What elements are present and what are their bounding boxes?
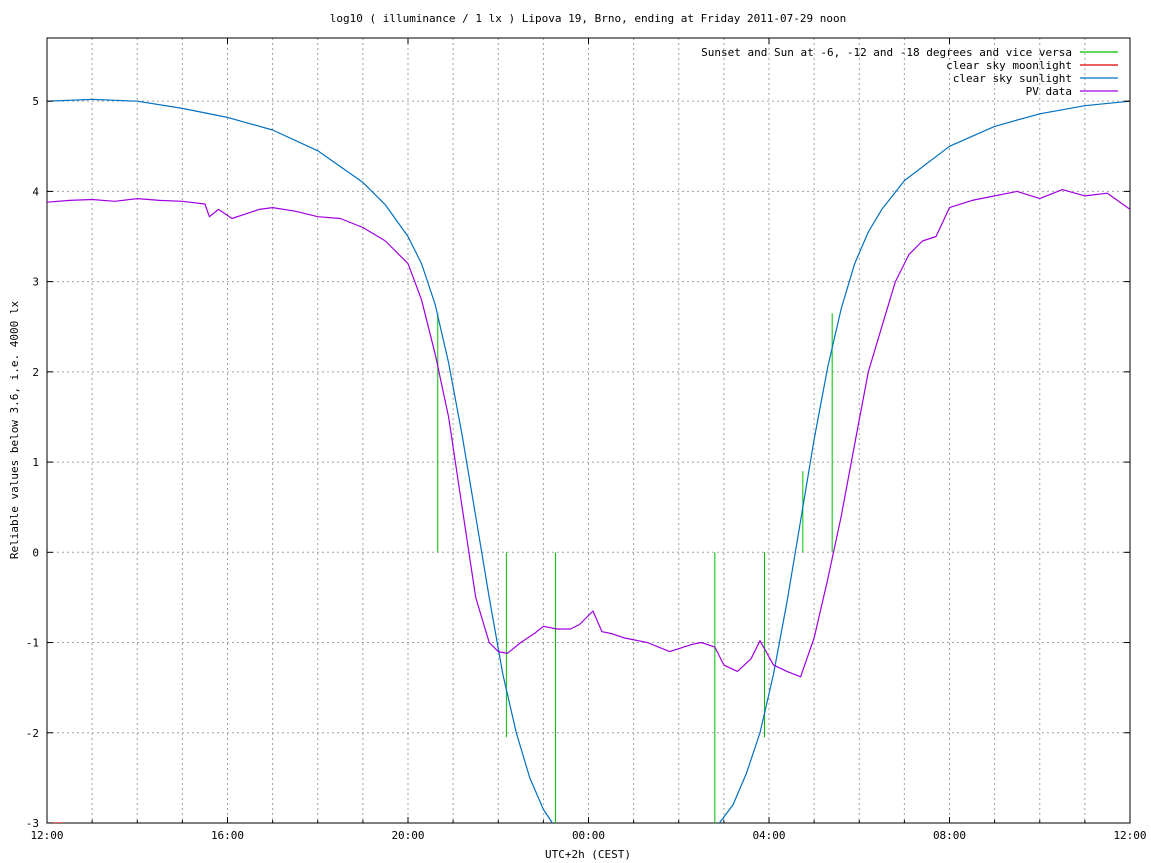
legend-label: clear sky moonlight <box>946 59 1072 72</box>
y-tick-label: -3 <box>26 817 39 830</box>
y-tick-label: 2 <box>32 366 39 379</box>
x-tick-label: 16:00 <box>211 829 244 842</box>
x-tick-label: 04:00 <box>752 829 785 842</box>
y-tick-label: 3 <box>32 276 39 289</box>
series-2 <box>47 98 1130 823</box>
legend: Sunset and Sun at -6, -12 and -18 degree… <box>701 46 1118 98</box>
grid <box>47 38 1130 823</box>
series-0 <box>437 313 833 823</box>
y-tick-label: 1 <box>32 456 39 469</box>
chart-title: log10 ( illuminance / 1 lx ) Lipova 19, … <box>330 12 847 25</box>
x-axis-label: UTC+2h (CEST) <box>545 848 631 861</box>
x-tick-label: 12:00 <box>1113 829 1146 842</box>
x-tick-label: 20:00 <box>391 829 424 842</box>
y-tick-label: -2 <box>26 727 39 740</box>
series-line <box>47 189 1130 678</box>
series-3 <box>47 189 1130 678</box>
y-tick-label: 4 <box>32 185 39 198</box>
tick-labels: -3 -2 -1 0 1 2 3 4 5 12:00 16:00 20:00 00:00 04:00 08:… <box>26 38 1147 842</box>
y-axis-label: Reliable values below 3.6, i.e. 4000 lx <box>8 300 21 559</box>
y-tick-label: 5 <box>32 95 39 108</box>
x-tick-label: 12:00 <box>30 829 63 842</box>
legend-label: clear sky sunlight <box>953 72 1072 85</box>
x-tick-label: 00:00 <box>572 829 605 842</box>
series-line <box>47 98 1130 823</box>
legend-label: Sunset and Sun at -6, -12 and -18 degree… <box>701 46 1072 59</box>
y-tick-label: -1 <box>26 637 39 650</box>
plot-frame <box>46 37 1131 824</box>
x-tick-label: 08:00 <box>933 829 966 842</box>
legend-label: PV data <box>1026 85 1072 98</box>
y-tick-label: 0 <box>32 546 39 559</box>
series-group <box>47 98 1130 823</box>
